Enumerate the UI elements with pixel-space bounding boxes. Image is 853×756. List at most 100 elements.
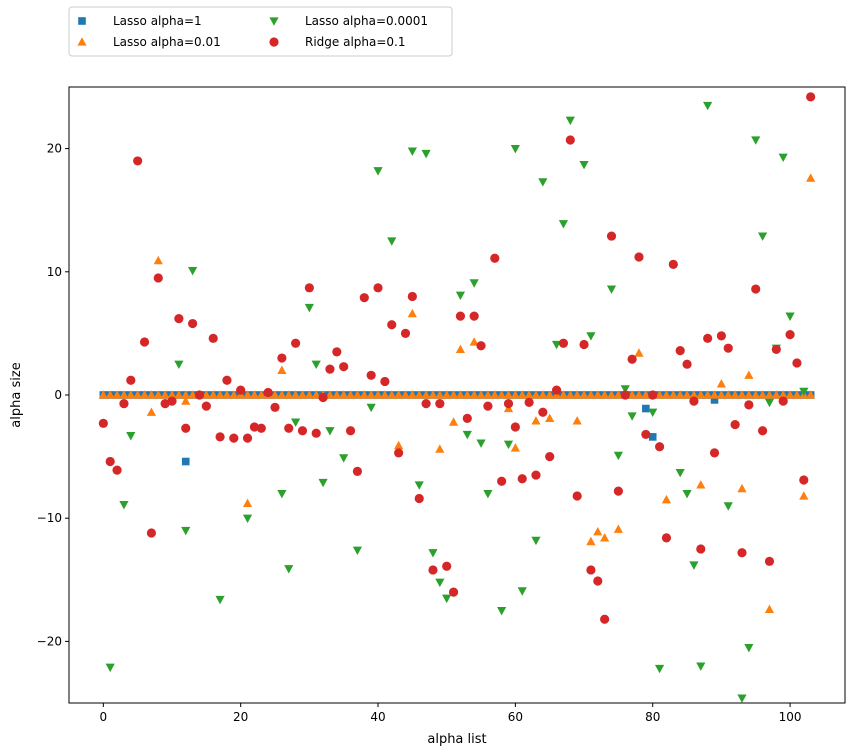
- data-point-lasso-alpha-0-01-zero: [160, 390, 170, 399]
- data-point-ridge-alpha-0-1: [689, 396, 699, 406]
- data-point-lasso-alpha-0-0001: [675, 469, 685, 478]
- data-point-lasso-alpha-0-01-zero: [352, 390, 363, 399]
- data-point-ridge-alpha-0-1: [222, 375, 232, 385]
- data-point-ridge-alpha-0-1: [201, 401, 211, 411]
- data-point-ridge-alpha-0-1: [682, 359, 692, 369]
- data-point-lasso-alpha-0-01: [634, 348, 644, 357]
- data-point-ridge-alpha-0-1: [716, 331, 726, 341]
- data-point-ridge-alpha-0-1: [318, 392, 328, 403]
- data-point-ridge-alpha-0-1: [600, 614, 610, 624]
- data-point-lasso-alpha-0-01-zero: [517, 390, 527, 399]
- data-point-lasso-alpha-0-0001: [476, 439, 486, 448]
- legend-item-lasso-alpha-1: Lasso alpha=1: [78, 14, 202, 28]
- data-point-ridge-alpha-0-1: [366, 370, 376, 380]
- data-point-lasso-alpha-0-0001: [586, 332, 596, 341]
- data-point-lasso-alpha-0-0001: [764, 398, 775, 408]
- data-point-lasso-alpha-0-01-zero: [394, 390, 404, 399]
- data-point-ridge-alpha-0-1: [462, 413, 472, 424]
- data-point-lasso-alpha-0-01-zero: [462, 390, 472, 399]
- data-point-ridge-alpha-0-1: [414, 493, 424, 504]
- data-point-lasso-alpha-0-01: [600, 533, 610, 542]
- data-point-ridge-alpha-0-1: [778, 396, 788, 406]
- data-point-ridge-alpha-0-1: [620, 390, 630, 400]
- data-point-lasso-alpha-0-01: [435, 444, 445, 453]
- data-point-lasso-alpha-0-0001: [510, 145, 520, 154]
- data-point-lasso-alpha-0-0001: [517, 587, 527, 596]
- y-tick-label: 10: [47, 265, 62, 279]
- data-point-ridge-alpha-0-1: [497, 476, 507, 486]
- data-point-lasso-alpha-0-01-zero: [366, 390, 376, 399]
- data-point-ridge-alpha-0-1: [696, 544, 706, 554]
- data-point-lasso-alpha-0-01-zero: [696, 390, 706, 399]
- data-point-lasso-alpha-0-01-zero: [139, 390, 150, 399]
- data-point-lasso-alpha-0-0001: [407, 147, 417, 156]
- data-point-lasso-alpha-0-01-zero: [407, 390, 417, 399]
- data-point-ridge-alpha-0-1: [538, 407, 548, 417]
- data-point-ridge-alpha-0-1: [806, 92, 816, 102]
- data-point-ridge-alpha-0-1: [771, 344, 781, 355]
- x-tick-label: 0: [100, 710, 108, 724]
- data-point-lasso-alpha-0-01-zero: [792, 390, 802, 399]
- data-point-lasso-alpha-0-01-zero: [497, 390, 507, 399]
- legend-item-ridge-alpha-0-1: Ridge alpha=0.1: [269, 35, 406, 49]
- data-point-ridge-alpha-0-1: [387, 320, 397, 330]
- data-point-ridge-alpha-0-1: [304, 283, 314, 293]
- data-point-lasso-alpha-0-0001: [648, 408, 658, 418]
- data-point-lasso-alpha-0-0001: [751, 136, 761, 145]
- data-point-ridge-alpha-0-1: [469, 311, 479, 321]
- data-point-lasso-alpha-0-01-zero: [709, 390, 720, 399]
- data-point-lasso-alpha-0-01-zero: [524, 390, 534, 399]
- data-point-lasso-alpha-0-01: [510, 443, 520, 452]
- data-point-lasso-alpha-0-0001: [497, 607, 507, 616]
- data-point-lasso-alpha-0-01: [593, 526, 603, 536]
- data-point-ridge-alpha-0-1: [400, 328, 411, 338]
- legend-box: [68, 6, 453, 57]
- data-point-lasso-alpha-0-01-zero: [359, 390, 369, 399]
- data-point-lasso-alpha-0-01: [799, 491, 809, 500]
- data-point-lasso-alpha-0-01-zero: [606, 390, 617, 399]
- data-point-lasso-alpha-0-01-zero: [778, 390, 788, 399]
- data-point-ridge-alpha-0-1: [181, 423, 191, 433]
- data-point-lasso-alpha-0-01: [394, 440, 404, 450]
- data-point-lasso-alpha-0-01: [146, 407, 157, 416]
- data-point-lasso-alpha-0-01: [448, 417, 459, 426]
- data-point-ridge-alpha-0-1: [359, 293, 369, 303]
- data-point-ridge-alpha-0-1: [105, 456, 115, 467]
- data-point-ridge-alpha-0-1: [421, 399, 431, 409]
- data-point-ridge-alpha-0-1: [229, 433, 239, 443]
- data-point-lasso-alpha-0-0001: [723, 502, 733, 511]
- data-point-ridge-alpha-0-1: [723, 343, 733, 353]
- data-point-ridge-alpha-0-1: [648, 390, 658, 400]
- data-point-ridge-alpha-0-1: [188, 318, 198, 329]
- data-point-lasso-alpha-0-0001: [387, 237, 397, 246]
- data-point-lasso-alpha-0-01-zero: [531, 390, 541, 399]
- data-point-lasso-alpha-0-0001: [696, 662, 706, 671]
- y-axis-label: alpha size: [9, 362, 24, 427]
- data-point-lasso-alpha-0-0001: [304, 303, 314, 313]
- data-point-lasso-alpha-0-01-zero: [332, 390, 342, 399]
- data-point-lasso-alpha-0-01-zero: [689, 390, 699, 399]
- data-point-ridge-alpha-0-1: [579, 339, 589, 350]
- data-point-lasso-alpha-0-01: [469, 337, 479, 346]
- data-point-ridge-alpha-0-1: [510, 422, 520, 432]
- data-point-lasso-alpha-0-01-zero: [503, 390, 514, 399]
- data-point-lasso-alpha-0-01-zero: [572, 390, 582, 399]
- legend-item-lasso-alpha-0-01: Lasso alpha=0.01: [77, 35, 221, 49]
- data-point-ridge-alpha-0-1: [545, 452, 555, 462]
- data-point-lasso-alpha-0-01-zero: [476, 390, 486, 399]
- data-point-lasso-alpha-0-01-zero: [133, 390, 143, 399]
- data-point-lasso-alpha-0-0001: [188, 266, 198, 276]
- data-point-lasso-alpha-1: [181, 457, 190, 466]
- data-point-lasso-alpha-0-01: [531, 416, 541, 425]
- data-point-lasso-alpha-0-01-zero: [668, 390, 678, 399]
- data-point-lasso-alpha-0-0001: [744, 643, 754, 653]
- data-point-lasso-alpha-0-01-zero: [716, 390, 726, 399]
- data-point-lasso-alpha-0-01-zero: [785, 390, 795, 399]
- data-point-lasso-alpha-0-01-zero: [757, 390, 768, 399]
- data-point-ridge-alpha-0-1: [675, 346, 685, 356]
- data-point-lasso-alpha-0-0001: [174, 360, 184, 369]
- data-point-ridge-alpha-0-1: [332, 347, 342, 357]
- legend-marker: [269, 37, 279, 47]
- data-point-lasso-alpha-0-01-zero: [490, 390, 500, 399]
- y-tick-label: 20: [47, 142, 62, 156]
